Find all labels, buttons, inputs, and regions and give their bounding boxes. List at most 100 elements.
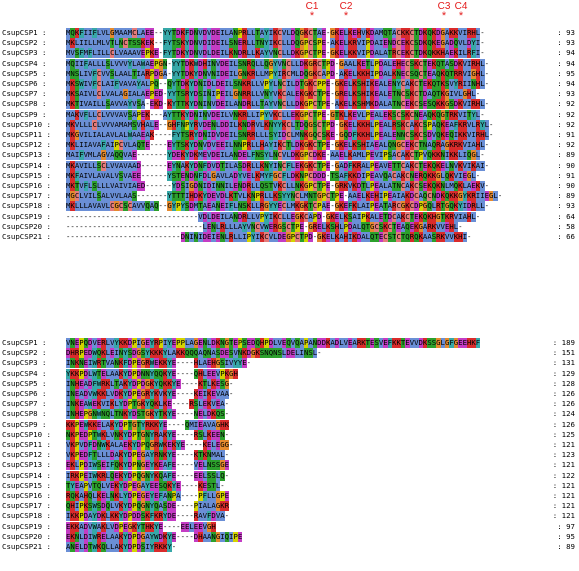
sequence-residues: INHEPGNWNQLTNKYDSTGKYTKYE----NELDKQS- — [66, 409, 230, 420]
sequence-residues: EKLPDIWSEIFQKYDPNGEYKEAFE----VELNSSGE — [66, 460, 230, 471]
sequence-name: CsupCSP18 : — [2, 201, 51, 211]
sequence-name: CsupCSP2 : — [2, 38, 47, 48]
sequence-residues: MKLIILLMLVTLNCTSSKEK--FYTSKYDNVDIDEILSNE… — [66, 38, 485, 49]
sequence-name: CsupCSP1 : — [2, 28, 47, 37]
alignment-row: CsupCSP2 : DHRPEDWQKLEINYSDGSYKKKYLAKKQQQ… — [0, 348, 579, 359]
sequence-residues: MKLLLAVAVLCGCSCAVVQAQ--GYPYSDMTAEANEIFLN… — [66, 201, 489, 212]
alignment-row: CsupCSP8 : MKTIVAILLSAVVAYVSA-EKD-KYTTKYD… — [0, 99, 579, 110]
alignment-row: CsupCSP1 : VNEPQDVERLVYKKDPIGEYRPIYEPPLAG… — [0, 338, 579, 348]
alignment-row: CsupCSP12 : MKLIIAVAFAIPCVLAQTE----EYTSKY… — [0, 140, 579, 151]
sequence-name: CsupCSP5 : — [2, 378, 47, 388]
alignment-row: CsupCSP16 : MKTVFLSLLLVAIVIAED------YDSIG… — [0, 181, 579, 191]
residue-count: : 58 — [557, 221, 575, 231]
sequence-residues: IRKPEIWKRLQEKYDPQGNYKQAFE----EELSSLQ- — [66, 470, 230, 481]
sequence-name: CsupCSP20 : — [2, 531, 51, 541]
residue-count: : 121 — [552, 491, 575, 500]
residue-count: : 151 — [552, 348, 575, 358]
alignment-row: CsupCSP19 : EKKADVWAKLVDPEGKYTHKYE----EEL… — [0, 521, 579, 532]
sequence-name: CsupCSP10 : — [2, 429, 51, 439]
residue-count: : 121 — [552, 501, 575, 511]
alignment-row: CsupCSP15 : MKFAIVLAVALVSVAEE------YSTEND… — [0, 170, 579, 181]
sequence-residues: EKKADVWAKLVDPEGKYTHKYE----EELEEVGH — [66, 521, 216, 532]
alignment-row: CsupCSP10 : MKVLLLCLVVVAMAMSVHALE--GHFNPY… — [0, 119, 579, 130]
marker-asterisk: * — [343, 10, 349, 22]
residue-count: : 93 — [557, 28, 575, 37]
alignment-row: CsupCSP14 : MKAVILLSCLVVAVAAD------EYNAKY… — [0, 160, 579, 171]
sequence-residues: INKEAWEKVIKLYDPTGKYQKLKE----RSLEKVEA- — [66, 399, 230, 410]
residue-count: : 126 — [552, 419, 575, 429]
residue-count: : 94 — [557, 48, 575, 58]
sequence-name: CsupCSP21 : — [2, 232, 51, 241]
sequence-name: CsupCSP17 : — [2, 501, 51, 511]
residue-count: : 122 — [552, 470, 575, 480]
alignment-row: CsupCSP17 : QHIPKSWSDQLVKYDPQGNYQASDE----… — [0, 501, 579, 512]
alignment-row: CsupCSP8 : INHEPGNWNQLTNKYDSTGKYTKYE----N… — [0, 409, 579, 420]
residue-count: : 92 — [557, 119, 575, 129]
alignment-row: CsupCSP9 : MAKVFLLCLVVVAVSAPEK---AYTTKYDN… — [0, 109, 579, 120]
sequence-residues: MAIFVMLAGVAQQVAE-------YDEKYDKMEVDEILAND… — [66, 150, 485, 161]
alignment-row: CsupCSP4 : YKKPDLWTELAAKYDPDNNYQQKYE----Q… — [0, 368, 579, 379]
cysteine-marker-c3: C3 * — [432, 1, 456, 22]
alignment-row: CsupCSP20 : -----------------------------… — [0, 221, 579, 232]
residue-count: : 121 — [552, 460, 575, 470]
sequence-residues: TYEAPVTQLVEKYDPEGAYEESQKYE----KESTL- — [66, 480, 225, 491]
residue-count: : 90 — [557, 160, 575, 170]
residue-count: : 124 — [552, 409, 575, 419]
alignment-row: CsupCSP16 : RQKAHQLKELNKLYDPEGEYEFANPA---… — [0, 491, 579, 501]
residue-count: : 94 — [557, 58, 575, 68]
residue-count: : 92 — [557, 99, 575, 109]
sequence-residues: NKPEDPTWKLVNKYDPTGNYRAKYE----RSLKEEN- — [66, 429, 230, 440]
residue-count: : 97 — [557, 521, 575, 531]
sequence-name: CsupCSP4 : — [2, 368, 47, 378]
alignment-row: CsupCSP2 : MKLIILLMLVTLNCTSSKEK--FYTSKYDN… — [0, 38, 579, 49]
alignment-row: CsupCSP10 : NKPEDPTWKLVNKYDPTGNYRAKYE----… — [0, 429, 579, 440]
sequence-name: CsupCSP9 : — [2, 109, 47, 119]
marker-label: C3 — [437, 1, 451, 12]
residue-count: : 121 — [552, 440, 575, 449]
sequence-name: CsupCSP2 : — [2, 348, 47, 358]
residue-count: : 123 — [552, 450, 575, 460]
alignment-row: CsupCSP19 : -----------------------------… — [0, 211, 579, 222]
sequence-name: CsupCSP13 : — [2, 150, 51, 160]
sequence-name: CsupCSP3 : — [2, 48, 47, 58]
residue-count: : 89 — [557, 150, 575, 160]
marker-asterisk: * — [441, 10, 447, 22]
sequence-name: CsupCSP12 : — [2, 140, 51, 150]
cysteine-marker-c2: C2 * — [334, 2, 358, 22]
sequence-name: CsupCSP16 : — [2, 491, 51, 500]
sequence-name: CsupCSP19 : — [2, 521, 51, 531]
marker-asterisk: * — [309, 10, 315, 22]
sequence-residues: KKPEWKKELAKYDPTGTYRKKYE----QMIEAVAGHK — [66, 419, 230, 430]
sequence-residues: MKFAIVLAVALVSVAEE------YSTENDNFDLGAVLADY… — [66, 170, 481, 181]
marker-asterisk: * — [458, 10, 464, 22]
residue-count: : 128 — [552, 378, 575, 388]
sequence-residues: DHRPEDWQKLEINYSDGSYKKKYLAKKQQQAQNASDESVN… — [66, 348, 322, 359]
residue-count: : 93 — [557, 38, 575, 48]
sequence-residues: MKTVFLSLLLVAIVIAED------YDSIGDNIDINNILEN… — [66, 181, 489, 191]
sequence-residues: QHIPKSWSDQLVKYDPQGNYQASDE----PIALAGKR — [66, 501, 230, 512]
alignment-row: CsupCSP4 : MQIIFALLLSLVVVYLAWAEPGN-YYTDKW… — [0, 58, 579, 69]
alignment-row: CsupCSP13 : EKLPDIWSEIFQKYDPNGEYKEAFE----… — [0, 460, 579, 471]
residue-count: : 121 — [552, 511, 575, 521]
sequence-name: CsupCSP6 : — [2, 79, 47, 88]
sequence-residues: MVSFMFLILLCLVAAAVEPKE-FYTDKYDNVDLDEILKND… — [66, 48, 485, 59]
sequence-name: CsupCSP5 : — [2, 68, 47, 78]
alignment-row: CsupCSP15 : TYEAPVTQLVEKYDPEGAYEESQKYE---… — [0, 480, 579, 491]
sequence-residues: MQIIFALLLSLVVVYLAWAEPGN-YYTDKWDHINVDEILS… — [66, 58, 489, 69]
sequence-residues: MKAVILLSCLVVAVAAD------EYNAKYDNFDVDTILAS… — [66, 160, 489, 171]
residue-count: : 129 — [552, 368, 575, 378]
sequence-name: CsupCSP7 : — [2, 399, 47, 409]
sequence-name: CsupCSP4 : — [2, 58, 47, 68]
alignment-row: CsupCSP7 : INKEAWEKVIKLYDPTGKYQKLKE----RS… — [0, 399, 579, 410]
residue-count: : 189 — [552, 338, 575, 347]
sequence-residues: MKLIIAVAFAIPCVLAQTE----EYTSKYDNVDVEEILNN… — [66, 140, 489, 151]
residue-count: : 125 — [552, 429, 575, 439]
sequence-residues: MAKVFLLCLVVVAVSAPEK---AYTTKYDNINVDEILVNK… — [66, 109, 485, 120]
sequence-residues: ------------------------------VDLDEILAND… — [66, 211, 481, 222]
residue-count: : 92 — [557, 109, 575, 119]
residue-count: : 95 — [557, 531, 575, 541]
sequence-residues: MKGVILIALAVLALWAAEAK----FYTSRYDNIDVDEILS… — [66, 130, 494, 140]
alignment-row: CsupCSP3 : MVSFMFLILLCLVAAAVEPKE-FYTDKYDN… — [0, 48, 579, 59]
sequence-residues: MGCLVILSALVVLAAS-------YTTTIHDKYDEVDLKTV… — [66, 191, 503, 202]
